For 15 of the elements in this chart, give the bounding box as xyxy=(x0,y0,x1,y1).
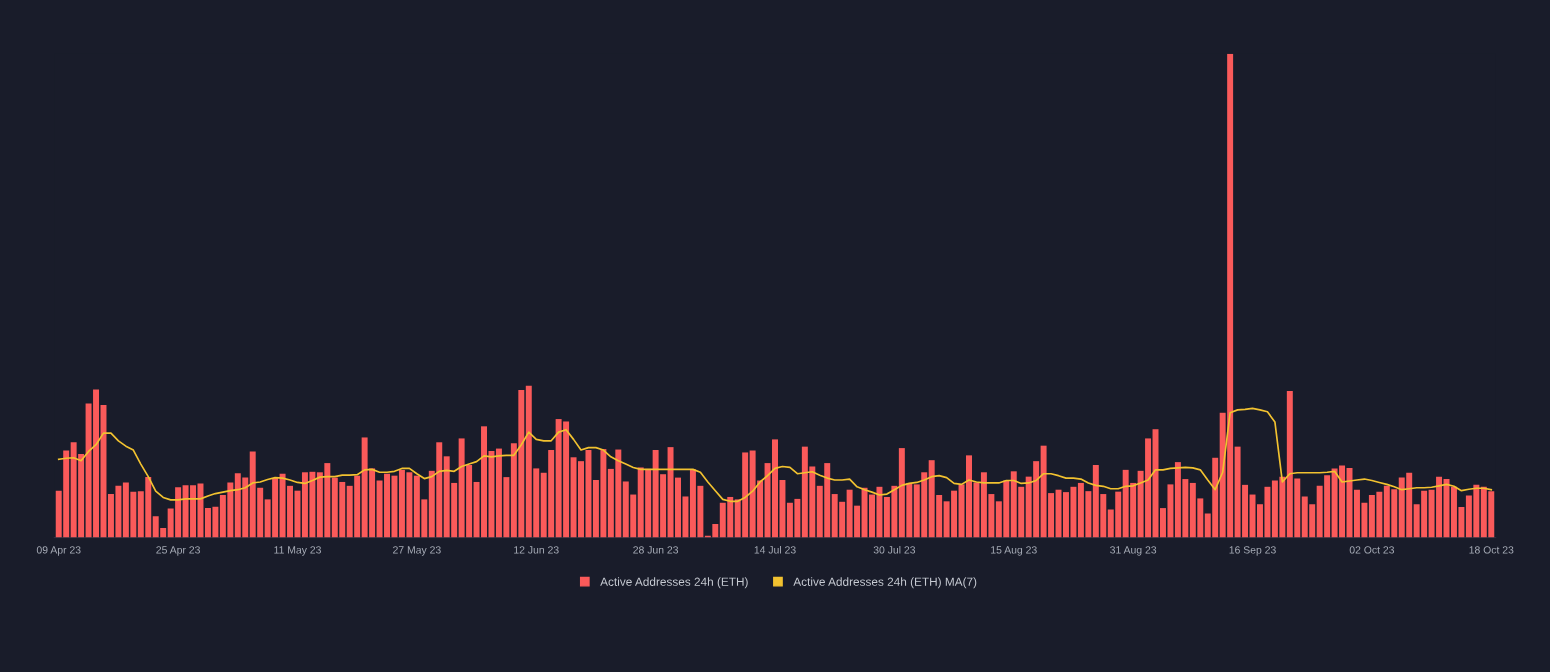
x-tick-label: 14 Jul 23 xyxy=(754,545,796,554)
x-tick-label: 09 Apr 23 xyxy=(36,546,81,556)
x-tick-label: 18 Oct 23 xyxy=(1469,546,1514,554)
x-tick-label: 27 May 23 xyxy=(393,546,441,556)
x-tick-label: 02 Oct 23 xyxy=(1349,546,1395,554)
x-tick-label: 25 Apr 23 xyxy=(156,546,200,556)
x-tick-label: 12 Jun 23 xyxy=(514,546,559,554)
x-tick-label: 16 Sep 23 xyxy=(1229,546,1276,556)
x-tick-label: 30 Jul 23 xyxy=(873,545,916,554)
x-tick-label: 15 Aug 23 xyxy=(991,546,1037,556)
legend-label: Active Addresses 24h (ETH) xyxy=(600,577,748,589)
x-tick-label: 28 Jun 23 xyxy=(633,546,679,554)
legend-label: Active Addresses 24h (ETH) MA(7) xyxy=(793,577,977,589)
x-tick-label: 11 May 23 xyxy=(274,546,321,556)
x-tick-label: 31 Aug 23 xyxy=(1110,546,1157,556)
